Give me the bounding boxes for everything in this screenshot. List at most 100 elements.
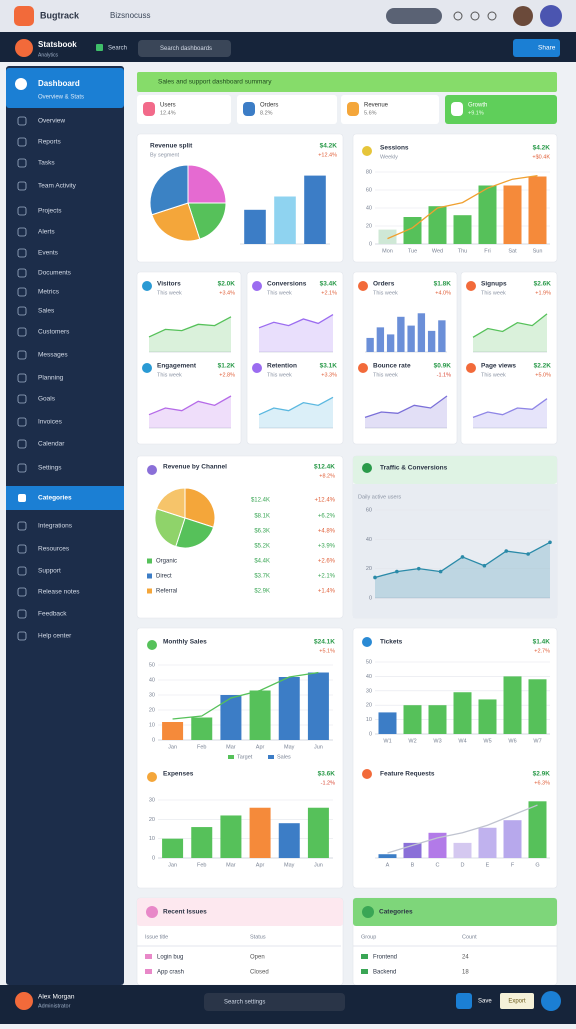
bar xyxy=(307,807,329,858)
tab-title[interactable]: Bugtrack xyxy=(40,10,80,20)
nav-item[interactable]: Release notes xyxy=(38,589,80,596)
x-tick-label: G xyxy=(535,862,539,868)
nav-item[interactable]: Integrations xyxy=(38,523,73,530)
nav-item[interactable]: Alerts xyxy=(38,229,55,236)
save-icon xyxy=(456,993,472,1009)
column-header: Group xyxy=(361,934,376,940)
card-label: Growth xyxy=(468,103,487,109)
x-tick-label: May xyxy=(284,862,295,868)
chart-icon xyxy=(147,465,157,475)
pie-slice xyxy=(151,202,201,242)
nav-icon xyxy=(17,287,27,297)
list-change: +2.6% xyxy=(318,559,336,565)
help-button[interactable] xyxy=(541,991,561,1011)
list-change: +2.1% xyxy=(318,574,336,580)
nav-item[interactable]: Settings xyxy=(38,465,62,472)
nav-item[interactable]: Events xyxy=(38,250,59,257)
share-button[interactable]: Share xyxy=(538,45,556,52)
bar xyxy=(478,185,497,244)
address-pill[interactable] xyxy=(386,8,442,24)
nav-item[interactable]: Team Activity xyxy=(38,183,77,190)
nav-item[interactable]: Documents xyxy=(38,270,72,277)
chart-icon xyxy=(362,637,372,647)
bar xyxy=(162,722,184,740)
nav-item[interactable]: Tasks xyxy=(38,160,55,167)
nav-icon xyxy=(17,417,27,427)
chart-value: $12.4K xyxy=(314,464,335,471)
chart-subtitle: Daily active users xyxy=(358,494,401,500)
sidebar-active xyxy=(6,68,124,108)
nav-item[interactable]: Feedback xyxy=(38,611,67,618)
chart-title: Traffic & Conversions xyxy=(380,465,448,472)
bar xyxy=(403,705,422,734)
nav-item[interactable]: Overview xyxy=(38,118,65,125)
area xyxy=(149,396,231,428)
nav-item[interactable]: Calendar xyxy=(38,441,65,448)
nav-item[interactable]: Sales xyxy=(38,308,55,315)
table-icon xyxy=(146,906,158,918)
nav-item[interactable]: Goals xyxy=(38,396,56,403)
nav-item[interactable]: Categories xyxy=(38,495,72,502)
chart-subtitle: This week xyxy=(373,290,398,296)
nav-item[interactable]: Invoices xyxy=(38,419,63,426)
nav-icon xyxy=(17,439,27,449)
share-button xyxy=(513,39,560,57)
chart-change: +3.3% xyxy=(321,372,337,378)
export-button[interactable]: Export xyxy=(508,999,526,1005)
nav-item[interactable]: Resources xyxy=(38,546,70,553)
chart-change: +2.1% xyxy=(321,290,337,296)
x-tick-label: W7 xyxy=(533,738,541,744)
nav-icon xyxy=(17,566,27,576)
chart-title: Expenses xyxy=(163,771,194,778)
nav-icon xyxy=(17,394,27,404)
bar xyxy=(528,679,547,734)
chart-subtitle: This week xyxy=(481,290,506,296)
chart-value: $1.2K xyxy=(218,363,236,370)
nav-active[interactable]: Dashboard xyxy=(38,79,80,88)
point xyxy=(395,569,399,574)
bar xyxy=(453,215,472,244)
point xyxy=(438,569,443,574)
nav-item[interactable]: Planning xyxy=(38,375,64,382)
bar xyxy=(378,854,397,858)
chart-title: Revenue split xyxy=(150,143,193,150)
chart-icon xyxy=(362,463,372,473)
x-tick-label: B xyxy=(411,862,415,868)
chart-subtitle: This week xyxy=(373,372,398,378)
save-button[interactable]: Save xyxy=(478,999,492,1005)
nav-item[interactable]: Customers xyxy=(38,329,70,336)
nav-item[interactable]: Messages xyxy=(38,352,68,359)
bar xyxy=(366,337,374,352)
card-value: 12.4% xyxy=(160,110,176,116)
bar xyxy=(220,815,242,858)
chart-subtitle: This week xyxy=(157,372,182,378)
column-header: Count xyxy=(462,934,477,940)
nav-item[interactable]: Reports xyxy=(38,139,62,146)
badge[interactable]: Search xyxy=(108,46,127,52)
chart-icon xyxy=(362,769,372,779)
chart-change: +5.0% xyxy=(535,372,551,378)
line xyxy=(472,313,548,338)
chart-icon xyxy=(466,363,476,373)
chart-title: Retention xyxy=(267,363,297,370)
nav-icon xyxy=(17,463,27,473)
nav-item[interactable]: Support xyxy=(38,568,61,575)
line xyxy=(148,395,232,416)
nav-item[interactable]: Metrics xyxy=(38,289,60,296)
badge-icon xyxy=(96,44,103,51)
panel-header xyxy=(137,898,343,926)
bar xyxy=(427,330,436,352)
search-text[interactable]: Search settings xyxy=(224,1000,265,1006)
tab-title[interactable]: Bizsnocuss xyxy=(110,11,150,20)
search-text[interactable]: Search dashboards xyxy=(160,46,212,52)
chart-change: +6.3% xyxy=(534,780,550,786)
chart-value: $4.2K xyxy=(320,143,338,150)
nav-item[interactable]: Help center xyxy=(38,633,72,640)
line xyxy=(472,398,548,418)
area xyxy=(473,313,547,352)
x-tick-label: Fri xyxy=(484,248,490,254)
chart-icon xyxy=(147,772,157,782)
nav-icon xyxy=(17,544,27,554)
nav-item[interactable]: Projects xyxy=(38,208,62,215)
